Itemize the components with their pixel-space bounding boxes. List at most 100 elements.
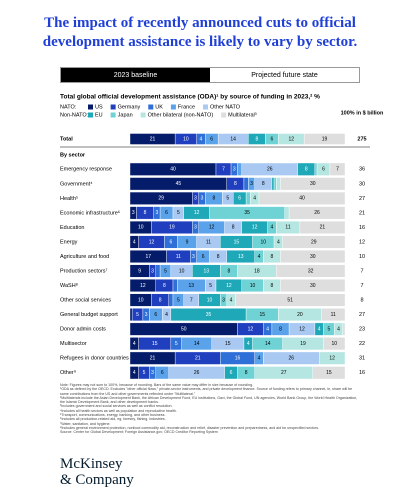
bar-segment [155, 264, 161, 278]
data-label: 5 [136, 312, 139, 318]
legend-swatch [140, 112, 146, 118]
section-label: By sector [60, 152, 86, 158]
bar-segment [243, 177, 249, 191]
total-label: 8 [360, 298, 363, 304]
legend-label: Germany [118, 104, 141, 110]
note: ¹ODA as defined by the OECD. Excludes "o… [60, 387, 353, 396]
data-label: 10 [331, 341, 337, 347]
total-label: 21 [359, 210, 365, 216]
data-label: 5 [177, 210, 180, 216]
data-label: 17 [145, 254, 151, 260]
data-label: 45 [176, 181, 182, 187]
data-label: 12 [226, 283, 232, 289]
data-label: 4 [258, 254, 261, 260]
data-label: 13 [204, 268, 210, 274]
data-label: 3 [132, 210, 135, 216]
bar-segment [273, 177, 277, 191]
data-label: 20 [297, 312, 303, 318]
data-label: 14 [265, 341, 271, 347]
data-label: 3 [192, 254, 195, 260]
data-label: 10 [183, 136, 189, 142]
note: Note: Figures may not sum to 100%, becau… [60, 383, 254, 387]
data-label: 6 [154, 312, 157, 318]
bar-segment [288, 206, 346, 220]
category-label: Economic infrastructure⁶ [60, 209, 120, 216]
legend-label: UK [155, 104, 163, 110]
data-label: 50 [181, 326, 187, 332]
data-label: 4 [230, 297, 233, 303]
tab[interactable]: 2023 baseline [61, 68, 210, 82]
data-label: 6 [165, 210, 168, 216]
data-label: 9 [138, 268, 141, 274]
bar-segment [284, 206, 290, 220]
data-label: 8 [212, 196, 215, 202]
logo: McKinsey & Company [60, 456, 134, 488]
data-label: 11 [206, 239, 211, 245]
data-label: 3 [250, 181, 253, 187]
data-label: 6 [238, 196, 241, 202]
data-label: 27 [281, 370, 287, 376]
data-label: 21 [320, 225, 326, 231]
data-label: 4 [133, 239, 136, 245]
data-label: 12 [194, 210, 200, 216]
bar-segment [280, 279, 346, 292]
data-label: 10 [179, 268, 185, 274]
note: ⁶Includes all production-related aid, eg… [60, 417, 166, 422]
bar-segment [276, 264, 346, 278]
data-label: 13 [238, 254, 244, 260]
total-label: 275 [357, 136, 366, 142]
total-label: 30 [359, 181, 365, 187]
data-label: 11 [331, 312, 336, 318]
note: ³Includes government and social services… [60, 404, 173, 409]
data-label: 6 [322, 167, 325, 173]
data-label: 8 [234, 181, 237, 187]
total-label: 16 [359, 225, 365, 231]
data-label: 29 [158, 196, 164, 202]
data-label: 12 [248, 326, 254, 332]
data-label: 8 [159, 297, 162, 303]
category-label: General budget support [60, 312, 118, 318]
legend-swatch [170, 104, 176, 110]
category-label: WaSH⁸ [60, 282, 78, 289]
data-label: 5 [226, 196, 229, 202]
legend-swatch [88, 112, 93, 118]
bar-segment [276, 177, 281, 191]
total-label: 27 [359, 196, 365, 202]
note: ⁴Includes all health sectors as well as … [60, 408, 177, 413]
data-label: 19 [322, 136, 328, 142]
data-label: 10 [138, 297, 144, 303]
data-label: 14 [230, 136, 236, 142]
data-label: 4 [247, 341, 250, 347]
data-label: 32 [308, 268, 314, 274]
data-label: 4 [165, 312, 168, 318]
data-label: 8 [255, 136, 258, 142]
data-label: 4 [318, 326, 321, 332]
data-label: 11 [176, 254, 181, 260]
legend-label: EU [95, 112, 103, 118]
bar-segment [172, 279, 178, 292]
total-label: 23 [359, 327, 365, 333]
data-label: 10 [207, 297, 213, 303]
data-label: 8 [305, 167, 308, 173]
bar-segment [258, 191, 346, 205]
data-label: 16 [235, 356, 241, 362]
category-label: Multisector [60, 341, 87, 347]
legend-label: Other NATO [210, 104, 241, 110]
data-label: 7 [222, 167, 225, 173]
note: ⁷Water, sanitation, and hygiene. [60, 421, 111, 426]
data-label: 9 [186, 239, 189, 245]
data-label: 21 [150, 136, 156, 142]
data-label: 30 [310, 181, 316, 187]
category-label: Total [60, 136, 73, 142]
data-label: 3 [145, 312, 148, 318]
data-label: 7 [336, 167, 339, 173]
data-label: 15 [225, 341, 231, 347]
data-label: 3 [151, 268, 154, 274]
category-label: Education [60, 225, 84, 231]
data-label: 51 [287, 297, 293, 303]
legend-label: US [95, 104, 103, 110]
tab[interactable]: Projected future state [251, 71, 318, 79]
bar-segment [271, 177, 275, 191]
data-label: 12 [252, 225, 258, 231]
data-label: 3 [151, 370, 154, 376]
